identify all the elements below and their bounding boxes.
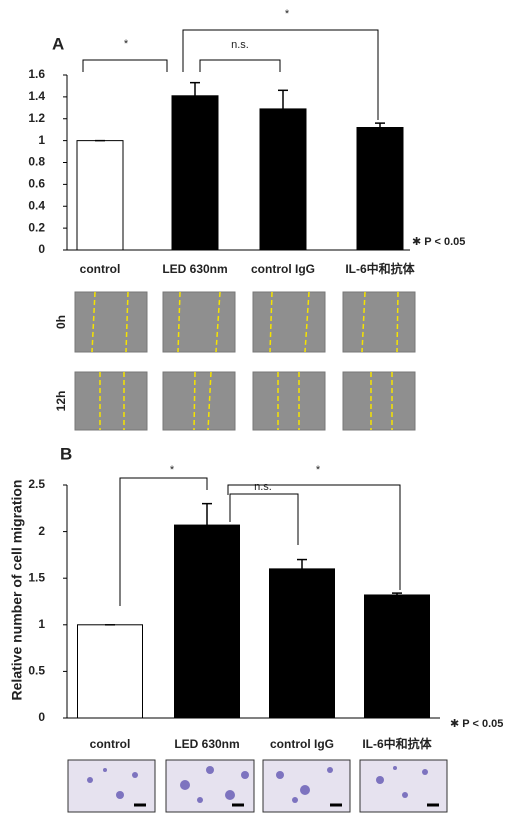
panel-label: A	[52, 34, 64, 53]
y-tick-label: 2.5	[28, 477, 45, 491]
bar	[270, 569, 335, 718]
image-row-label: 0h	[54, 315, 68, 329]
y-tick-label: 0.6	[28, 177, 45, 191]
y-tick-label: 1	[38, 133, 45, 147]
significance-note: ✱ P < 0.05	[412, 236, 465, 248]
x-tick-label: control	[90, 737, 131, 751]
significance-label: *	[316, 464, 321, 476]
bar	[260, 109, 306, 250]
x-tick-label: control	[80, 262, 121, 276]
x-tick-label: control IgG	[251, 262, 315, 276]
significance-bracket	[83, 60, 167, 72]
bar	[78, 625, 143, 718]
y-tick-label: 1.4	[28, 89, 45, 103]
images-b	[68, 760, 447, 812]
x-tick-label: IL-6中和抗体	[345, 261, 415, 276]
significance-label: *	[285, 8, 290, 20]
y-tick-label: 0.8	[28, 155, 45, 169]
significance-bracket	[230, 494, 298, 545]
images-a	[75, 292, 415, 430]
bar	[172, 96, 218, 250]
y-tick-label: 0.2	[28, 220, 45, 234]
y-tick-label: 1.6	[28, 67, 45, 81]
y-tick-label: 1	[38, 617, 45, 631]
y-tick-label: 1.2	[28, 111, 45, 125]
y-tick-label: 0	[38, 710, 45, 724]
y-tick-label: 0.5	[28, 664, 45, 678]
y-tick-label: 0	[38, 242, 45, 256]
y-axis-label: Relative number of cell migration	[9, 480, 25, 701]
figure: A 0 0.2 0.4 0.6 0.8 1 1.2 1.4 1.6 control LED 630nm…	[0, 0, 514, 824]
bar	[357, 128, 403, 251]
bar	[365, 595, 430, 718]
significance-note: ✱ P < 0.05	[450, 718, 503, 730]
x-tick-label: LED 630nm	[162, 262, 227, 276]
significance-label: n.s.	[231, 39, 249, 51]
significance-label: *	[124, 38, 129, 50]
bar	[77, 141, 123, 250]
significance-bracket	[200, 60, 280, 72]
x-tick-label: IL-6中和抗体	[362, 736, 432, 751]
image-row-label: 12h	[54, 391, 68, 412]
y-tick-label: 0.4	[28, 198, 45, 212]
significance-label: n.s.	[254, 481, 272, 493]
y-tick-label: 1.5	[28, 570, 45, 584]
bar	[175, 525, 240, 718]
x-tick-label: LED 630nm	[174, 737, 239, 751]
y-tick-label: 2	[38, 524, 45, 538]
significance-label: *	[170, 464, 175, 476]
x-tick-label: control IgG	[270, 737, 334, 751]
panel-label: B	[60, 444, 72, 463]
